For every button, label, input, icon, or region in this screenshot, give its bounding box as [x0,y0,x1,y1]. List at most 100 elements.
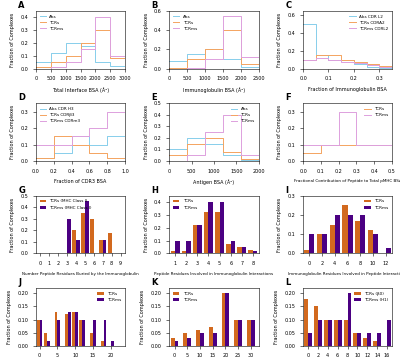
Bar [226,245,231,253]
Abs CDR L2 [313,22,318,27]
TCRms [185,67,190,71]
Bar [322,234,327,253]
Abs [203,136,208,140]
Legend: Abs CDR L2, TCRs CDRA2, TCRms CDRL2: Abs CDR L2, TCRs CDRA2, TCRms CDRL2 [348,13,390,32]
Bar [215,212,220,253]
TCRs [78,41,83,45]
Legend: TCRs, TCRms: TCRs, TCRms [96,290,123,304]
Abs [108,60,112,64]
X-axis label: Number Peptide Residues Buried by the Immunoglobulin: Number Peptide Residues Buried by the Im… [22,272,139,276]
Bar [314,306,318,346]
Bar [304,250,309,253]
Bar [85,201,88,253]
TCRms [108,15,112,20]
Abs [108,64,112,68]
TCRms [48,65,53,70]
Bar [82,320,85,346]
Bar [57,320,60,346]
Bar [103,240,106,253]
Legend: TCRs, TCRms: TCRs, TCRms [363,198,390,211]
TCRs [238,150,243,154]
TCRms [372,142,377,147]
TCRs CDRβ3 [34,155,38,160]
TCRs [238,28,243,32]
Bar [81,213,85,253]
TCRs [167,153,172,158]
TCRs CDRA2 [301,58,306,62]
TCRms [185,159,190,163]
TCRs [354,142,359,147]
TCRms [93,15,98,20]
Bar [220,202,224,253]
TCRs [301,151,306,155]
TCRs CDRA2 [352,59,356,64]
TCRs [220,47,225,52]
Text: B: B [152,1,158,10]
TCRs CDRA2 [390,64,394,68]
Abs [185,52,190,56]
Abs [220,47,225,52]
TCRs CDRA2 [377,62,382,66]
TCRs CDRA2 [352,58,356,62]
TCRs [220,136,225,140]
TCRms [203,130,208,134]
TCRms [48,67,53,71]
TCRs CDRA2 [339,58,344,62]
Abs [48,60,53,64]
Bar [330,225,335,253]
X-axis label: Fractional Contribution of Peptide to Total pMHC BSA: Fractional Contribution of Peptide to To… [294,179,400,183]
Bar [387,320,391,346]
Legend: TCRs, TCRms: TCRs, TCRms [363,106,390,119]
TCRms [372,142,377,147]
Text: I: I [285,186,288,195]
Legend: Abs, TCRs, TCRms: Abs, TCRs, TCRms [229,106,256,125]
Bar [80,320,82,346]
Bar [386,248,391,253]
Text: F: F [285,94,291,102]
X-axis label: Fraction of CDR3 BSA: Fraction of CDR3 BSA [54,179,107,184]
X-axis label: Antigen BSA (Å²): Antigen BSA (Å²) [194,179,234,185]
TCRms CDRL2 [339,59,344,64]
Abs CDR L2 [326,58,331,62]
TCRs [238,157,243,161]
TCRms [238,55,243,59]
Abs [78,43,83,48]
TCRms [78,47,83,52]
TCRms [108,54,112,58]
TCRs [63,60,68,64]
Bar [175,241,180,253]
Abs CDR H3 [87,134,92,138]
Bar [237,247,242,253]
Bar [226,293,229,346]
TCRms [185,66,190,70]
Bar [213,333,216,346]
TCRms [220,113,225,117]
Text: L: L [285,278,290,287]
TCRms CDRm3 [34,142,38,147]
Bar [209,328,213,346]
TCRs [203,142,208,146]
Abs CDR L2 [339,58,344,62]
TCRs [220,150,225,154]
Abs CDR L2 [390,66,394,70]
Abs CDR L2 [377,66,382,70]
Bar [324,320,328,346]
Bar [184,333,187,346]
Y-axis label: Fraction of Complexes: Fraction of Complexes [277,105,282,159]
Bar [197,225,202,253]
Bar [187,338,191,346]
X-axis label: Immunoglobulin Residues Involved in Peptide Interactions: Immunoglobulin Residues Involved in Pept… [288,272,400,276]
Bar [253,251,257,253]
Y-axis label: Fraction of Complexes: Fraction of Complexes [10,197,15,252]
TCRms [318,142,323,147]
TCRms [78,60,83,64]
Abs [185,147,190,152]
Line: TCRms: TCRms [36,17,125,69]
Abs [238,64,243,69]
Y-axis label: Fraction of Complexes: Fraction of Complexes [144,197,148,252]
TCRms [220,13,225,18]
Bar [72,230,76,253]
TCRms [336,142,341,147]
Bar [234,320,238,346]
Bar [238,320,242,346]
